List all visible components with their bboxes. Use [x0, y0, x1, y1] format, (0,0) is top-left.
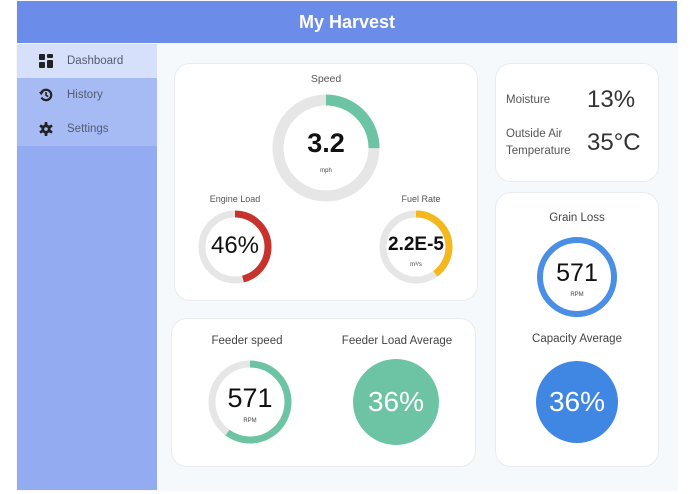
sidebar-item-settings[interactable]: Settings — [17, 112, 157, 146]
app-window: My Harvest Dashboard History Settings — [17, 1, 677, 490]
engine-load-label: Engine Load — [209, 194, 261, 204]
sidebar-item-label: Settings — [67, 123, 109, 135]
feeder-speed-unit: RPM — [243, 418, 257, 424]
grain-loss-label: Grain Loss — [549, 212, 605, 224]
gear-icon — [39, 122, 53, 136]
moisture-label: Moisture — [506, 94, 551, 106]
outside-air-label-line1: Outside Air — [506, 128, 563, 140]
sidebar-item-label: Dashboard — [67, 55, 124, 67]
feeder-load-average-label: Feeder Load Average — [341, 335, 453, 347]
history-clock-icon — [39, 88, 53, 102]
moisture-value: 13% — [587, 86, 636, 113]
speed-label: Speed — [310, 73, 342, 85]
speed-value: 3.2 — [307, 128, 345, 158]
conditions-card: Moisture 13% Outside Air Temperature 35°… — [495, 63, 659, 182]
fuel-rate-label: Fuel Rate — [401, 194, 441, 204]
sidebar-menu: Dashboard History Settings — [17, 44, 157, 146]
grain-loss-gauge: 571 RPM — [535, 235, 619, 319]
fuel-rate-gauge: 2.2E-5 m³/s — [378, 209, 454, 285]
dashboard-grid-icon — [39, 54, 53, 68]
feeder-speed-value: 571 — [227, 383, 273, 413]
sidebar-item-label: History — [67, 89, 103, 101]
outside-air-label-line2: Temperature — [506, 145, 571, 157]
feeder-speed-label: Feeder speed — [211, 335, 283, 347]
outside-air-temperature-value: 35°C — [587, 129, 641, 156]
engine-load-value: 46% — [210, 232, 260, 259]
fuel-rate-value: 2.2E-5 — [388, 234, 444, 255]
fuel-rate-unit: m³/s — [410, 262, 422, 268]
engine-load-gauge: 46% — [197, 209, 273, 285]
app-header: My Harvest — [17, 1, 677, 43]
feeder-card: Feeder speed 571 RPM Feeder Load Average… — [171, 318, 476, 467]
app-title: My Harvest — [298, 11, 396, 32]
grain-loss-value: 571 — [556, 259, 598, 287]
speed-gauge: 3.2 mph — [270, 92, 382, 204]
feeder-load-average-disc: 36% — [353, 359, 439, 445]
sidebar-item-history[interactable]: History — [17, 78, 157, 112]
engine-metrics-card: Speed 3.2 mph Engine Load 46% Fuel Rate … — [174, 63, 478, 301]
capacity-average-disc: 36% — [536, 361, 618, 443]
sidebar: Dashboard History Settings — [17, 44, 157, 490]
feeder-speed-gauge: 571 RPM — [207, 359, 293, 445]
sidebar-item-dashboard[interactable]: Dashboard — [17, 44, 157, 78]
grain-loss-card: Grain Loss 571 RPM Capacity Average 36% — [495, 192, 659, 467]
outside-air-temperature-label: Outside Air Temperature — [506, 126, 571, 160]
speed-unit: mph — [320, 168, 332, 174]
capacity-average-label: Capacity Average — [532, 333, 622, 345]
grain-loss-unit: RPM — [570, 292, 584, 298]
